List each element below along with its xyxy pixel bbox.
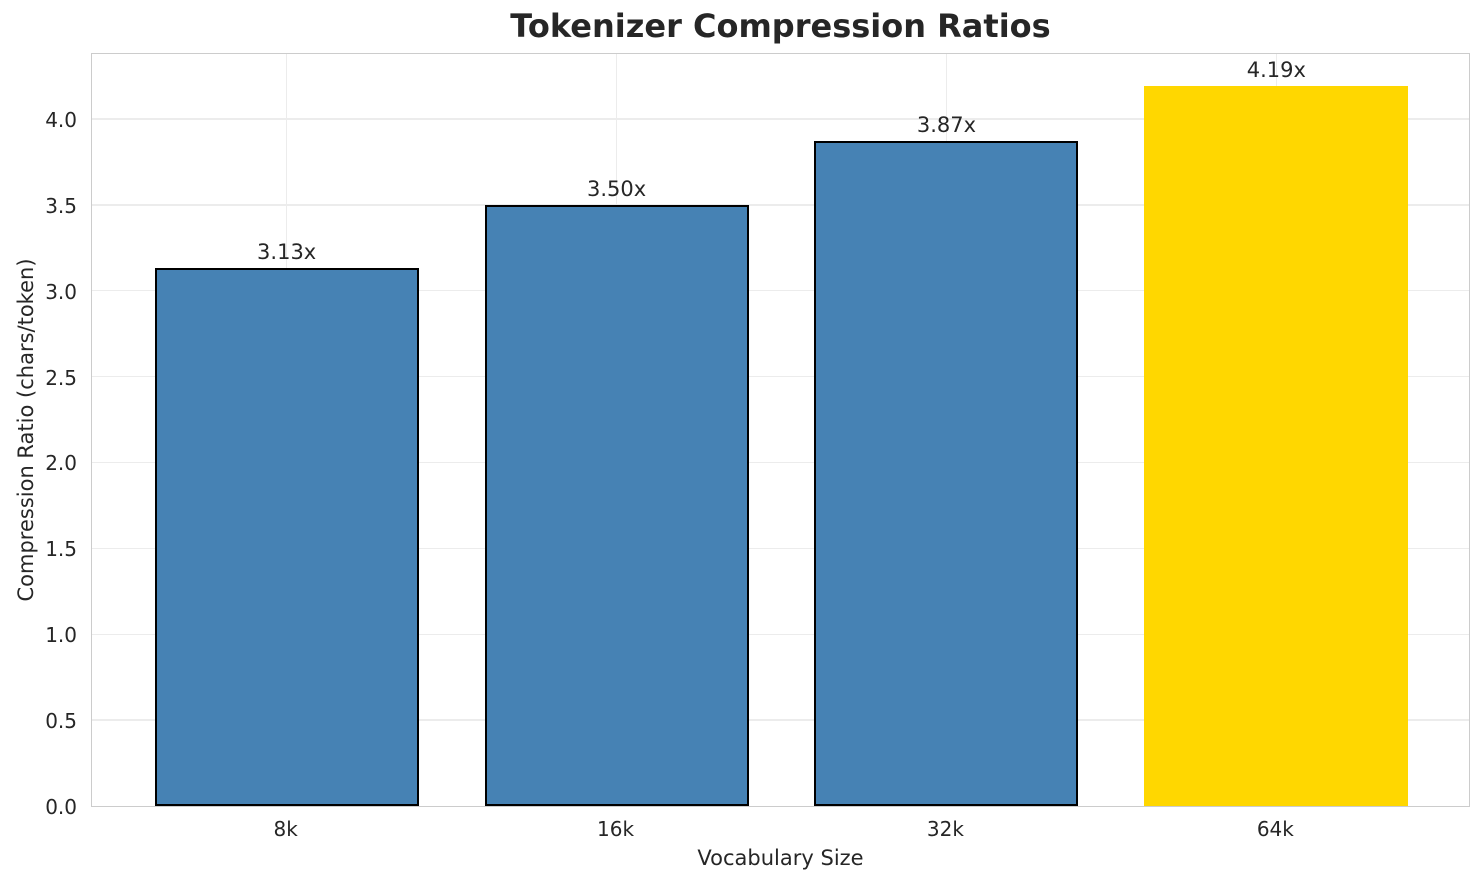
bar-16k	[484, 204, 749, 806]
grid-line-horizontal	[92, 547, 1469, 550]
grid-line-horizontal	[92, 461, 1469, 464]
bar-value-label: 3.13x	[257, 240, 317, 265]
x-tick-label-16k: 16k	[597, 817, 635, 841]
grid-line-horizontal	[92, 204, 1469, 206]
grid-line-horizontal	[92, 719, 1469, 721]
bar-value-label: 4.19x	[1246, 58, 1306, 83]
chart-title: Tokenizer Compression Ratios	[510, 7, 1051, 45]
bar-32k	[814, 141, 1079, 806]
y-tick-label: 2.0	[45, 451, 77, 476]
y-tick-label: 1.0	[45, 623, 77, 648]
bar-64k	[1144, 86, 1409, 806]
y-tick-label: 2.5	[45, 365, 77, 390]
y-tick-label: 3.0	[45, 279, 77, 304]
plot-area: 3.13x 3.50x 3.87x 4.19x	[91, 53, 1470, 807]
grid-line-horizontal	[92, 633, 1469, 635]
y-tick-label: 0.5	[45, 709, 77, 734]
bar-8k	[154, 268, 419, 806]
grid-line-horizontal	[92, 118, 1469, 120]
x-axis-label: Vocabulary Size	[697, 846, 864, 870]
bar-value-label: 3.87x	[916, 113, 977, 138]
bar-value-label: 3.50x	[586, 176, 647, 201]
y-tick-label: 4.0	[45, 107, 77, 132]
x-tick-label-32k: 32k	[926, 817, 964, 841]
grid-line-horizontal	[92, 375, 1469, 378]
x-tick-label-8k: 8k	[273, 817, 298, 841]
y-tick-label: 1.5	[45, 537, 77, 562]
grid-line-horizontal	[92, 290, 1469, 292]
y-tick-label: 3.5	[45, 193, 77, 218]
y-tick-label: 0.0	[45, 795, 77, 819]
x-tick-label-64k: 64k	[1256, 817, 1294, 841]
